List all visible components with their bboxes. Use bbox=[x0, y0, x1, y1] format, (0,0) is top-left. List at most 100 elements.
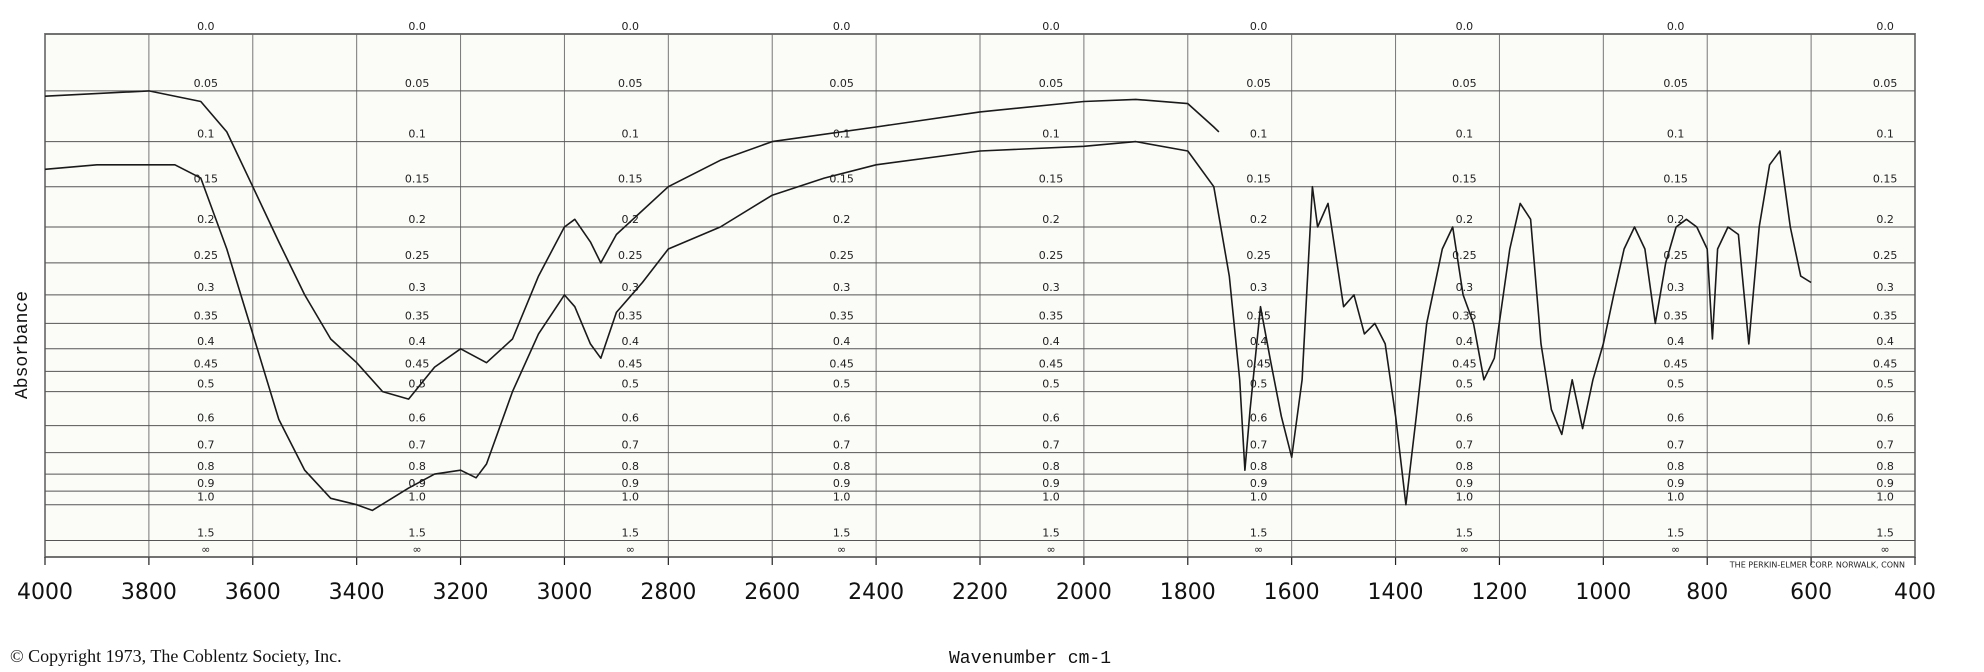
y-tick-label: 0.2 bbox=[1876, 213, 1894, 226]
y-tick-label: 0.35 bbox=[405, 309, 430, 322]
y-tick-label: 0.25 bbox=[1873, 249, 1898, 262]
y-tick-label: 1.5 bbox=[408, 526, 426, 539]
y-tick-label: 0.8 bbox=[1667, 460, 1685, 473]
y-tick-label: 0.25 bbox=[829, 249, 854, 262]
y-tick-label: 0.05 bbox=[1873, 77, 1898, 90]
y-tick-label: 1.5 bbox=[1456, 526, 1474, 539]
y-tick-label: 1.5 bbox=[1876, 526, 1894, 539]
y-tick-label: 0.45 bbox=[618, 357, 643, 370]
y-tick-label: 0.1 bbox=[1250, 128, 1268, 141]
y-tick-label: 1.0 bbox=[1876, 491, 1894, 504]
y-tick-label: 1.5 bbox=[1667, 526, 1685, 539]
y-tick-label: 0.15 bbox=[1452, 173, 1477, 186]
y-tick-label: 0.7 bbox=[833, 439, 851, 452]
y-tick-label: 0.05 bbox=[194, 77, 219, 90]
y-tick-label: 0.7 bbox=[408, 439, 426, 452]
y-tick-label: 0.1 bbox=[1042, 128, 1060, 141]
y-tick-label: ∞ bbox=[626, 543, 635, 556]
y-tick-label: 0.45 bbox=[405, 357, 430, 370]
y-tick-label: 0.45 bbox=[829, 357, 854, 370]
y-tick-label: 0.5 bbox=[1042, 378, 1060, 391]
y-tick-label: 0.1 bbox=[408, 128, 426, 141]
y-tick-label: 0.15 bbox=[1246, 173, 1271, 186]
y-tick-label: 0.5 bbox=[1876, 378, 1894, 391]
y-tick-label: 1.5 bbox=[197, 526, 215, 539]
x-tick-label: 400 bbox=[1894, 580, 1936, 605]
x-tick-label: 3800 bbox=[121, 580, 177, 605]
y-tick-label: 0.7 bbox=[1042, 439, 1060, 452]
x-tick-label: 1000 bbox=[1575, 580, 1631, 605]
x-tick-label: 1800 bbox=[1160, 580, 1216, 605]
y-tick-label: 1.0 bbox=[1456, 491, 1474, 504]
y-tick-label: 0.1 bbox=[1456, 128, 1474, 141]
y-tick-label: 0.3 bbox=[408, 281, 426, 294]
y-tick-label: 0.25 bbox=[1246, 249, 1271, 262]
y-tick-label: 0.1 bbox=[833, 128, 851, 141]
y-tick-label: ∞ bbox=[1046, 543, 1055, 556]
y-tick-label: 0.15 bbox=[1039, 173, 1064, 186]
y-tick-label: 0.9 bbox=[1876, 477, 1894, 490]
y-tick-label: 0.7 bbox=[197, 439, 215, 452]
y-tick-label: ∞ bbox=[1880, 543, 1889, 556]
y-tick-label: 0.9 bbox=[622, 477, 640, 490]
y-tick-label: 0.9 bbox=[197, 477, 215, 490]
y-tick-label: 0.7 bbox=[1456, 439, 1474, 452]
y-tick-label: 0.15 bbox=[829, 173, 854, 186]
x-tick-label: 2000 bbox=[1056, 580, 1112, 605]
y-tick-label: 0.6 bbox=[1042, 412, 1060, 425]
y-tick-label: 0.25 bbox=[1039, 249, 1064, 262]
y-tick-label: 0.8 bbox=[197, 460, 215, 473]
x-tick-label: 2400 bbox=[848, 580, 904, 605]
y-tick-label: 0.05 bbox=[1663, 77, 1688, 90]
y-tick-label: 0.6 bbox=[1667, 412, 1685, 425]
y-tick-label: 0.6 bbox=[197, 412, 215, 425]
y-tick-label: 0.9 bbox=[833, 477, 851, 490]
y-tick-label: 0.3 bbox=[1667, 281, 1685, 294]
y-tick-label: 0.4 bbox=[1042, 335, 1060, 348]
x-tick-label: 3200 bbox=[433, 580, 489, 605]
maker-note: THE PERKIN-ELMER CORP. NORWALK, CONN bbox=[1729, 561, 1905, 570]
y-tick-label: 0.6 bbox=[1250, 412, 1268, 425]
y-tick-label: 0.5 bbox=[197, 378, 215, 391]
y-tick-label: ∞ bbox=[201, 543, 210, 556]
y-tick-label: ∞ bbox=[837, 543, 846, 556]
x-tick-label: 2600 bbox=[744, 580, 800, 605]
x-tick-label: 600 bbox=[1790, 580, 1832, 605]
x-tick-label: 2800 bbox=[640, 580, 696, 605]
y-axis-title: Absorbance bbox=[13, 291, 33, 399]
y-tick-label: 0.0 bbox=[622, 20, 640, 33]
y-tick-label: 0.35 bbox=[1663, 309, 1688, 322]
y-tick-label: 1.0 bbox=[408, 491, 426, 504]
y-tick-label: ∞ bbox=[413, 543, 422, 556]
y-tick-label: 0.4 bbox=[1667, 335, 1685, 348]
y-tick-label: 0.15 bbox=[618, 173, 643, 186]
y-tick-label: 0.4 bbox=[622, 335, 640, 348]
y-tick-label: 0.3 bbox=[1250, 281, 1268, 294]
y-tick-label: 0.15 bbox=[1663, 173, 1688, 186]
y-tick-label: 1.0 bbox=[833, 491, 851, 504]
y-tick-label: 0.8 bbox=[622, 460, 640, 473]
y-tick-label: 0.3 bbox=[833, 281, 851, 294]
y-tick-label: 1.0 bbox=[1250, 491, 1268, 504]
y-tick-label: 0.8 bbox=[833, 460, 851, 473]
y-tick-label: 1.0 bbox=[1667, 491, 1685, 504]
y-tick-label: 0.5 bbox=[1250, 378, 1268, 391]
y-tick-label: 0.8 bbox=[1876, 460, 1894, 473]
y-tick-label: 0.6 bbox=[622, 412, 640, 425]
y-tick-label: 0.0 bbox=[1667, 20, 1685, 33]
y-tick-label: 0.4 bbox=[833, 335, 851, 348]
y-tick-label: 0.9 bbox=[1456, 477, 1474, 490]
x-tick-label: 800 bbox=[1686, 580, 1728, 605]
x-axis-title: Wavenumber cm-1 bbox=[949, 649, 1111, 669]
y-tick-label: 0.3 bbox=[1456, 281, 1474, 294]
y-tick-label: 0.5 bbox=[408, 378, 426, 391]
x-tick-label: 1600 bbox=[1264, 580, 1320, 605]
x-tick-label: 3000 bbox=[536, 580, 592, 605]
y-tick-label: 0.2 bbox=[1042, 213, 1060, 226]
y-tick-label: 0.2 bbox=[1456, 213, 1474, 226]
y-tick-label: 0.0 bbox=[197, 20, 215, 33]
y-tick-label: 0.1 bbox=[197, 128, 215, 141]
y-tick-label: 0.7 bbox=[622, 439, 640, 452]
